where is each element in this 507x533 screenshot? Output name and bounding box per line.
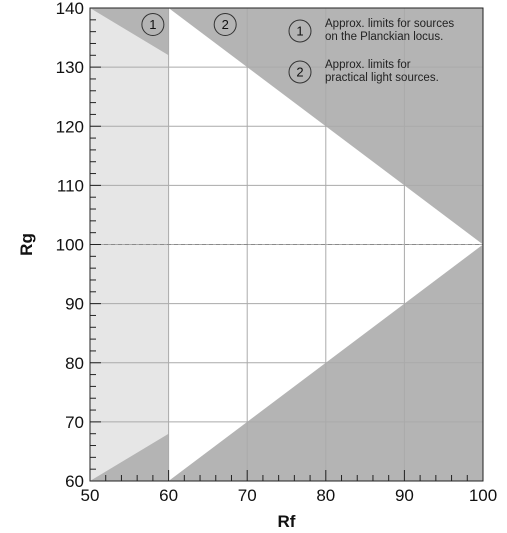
y-tick-label: 120 — [56, 117, 84, 136]
y-tick-label: 80 — [65, 354, 84, 373]
y-tick-label: 70 — [65, 413, 84, 432]
marker-circle-2 — [213, 13, 237, 37]
legend-number-1: 1 — [296, 24, 303, 39]
legend-text-1-line-2: on the Planckian locus. — [325, 31, 443, 43]
y-tick-label: 110 — [57, 176, 84, 195]
marker-label-1: 1 — [149, 17, 156, 32]
x-axis-title: Rf — [278, 512, 296, 531]
marker-circle-1 — [141, 13, 165, 37]
x-tick-label: 80 — [316, 486, 335, 505]
legend-text-2-line-1: Approx. limits for — [325, 59, 411, 71]
marker-label-2: 2 — [222, 17, 229, 32]
x-tick-label: 100 — [469, 486, 497, 505]
legend-circle-2 — [288, 60, 312, 84]
x-tick-label: 90 — [395, 486, 414, 505]
legend-text-1-line-1: Approx. limits for sources — [325, 18, 454, 30]
x-tick-label: 50 — [81, 486, 100, 505]
y-tick-label: 100 — [56, 236, 84, 255]
x-tick-label: 70 — [238, 486, 257, 505]
y-tick-label: 90 — [65, 295, 84, 314]
y-tick-label: 140 — [56, 0, 84, 18]
y-axis-title: Rg — [17, 233, 36, 256]
legend-text-2-line-2: practical light sources. — [325, 72, 439, 84]
legend-circle-1 — [288, 19, 312, 43]
x-tick-label: 60 — [159, 486, 178, 505]
legend-number-2: 2 — [296, 65, 303, 80]
y-tick-label: 130 — [56, 58, 84, 77]
y-tick-label: 60 — [65, 472, 84, 491]
